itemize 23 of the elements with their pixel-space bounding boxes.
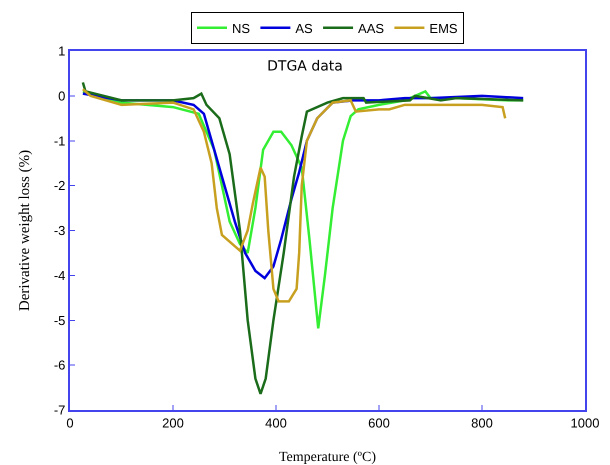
line-series bbox=[82, 88, 506, 303]
legend-label: EMS bbox=[429, 20, 458, 36]
y-tick-label: -1 bbox=[54, 133, 66, 148]
line-series bbox=[82, 81, 524, 396]
x-tick-label: 400 bbox=[265, 416, 287, 431]
legend-label: NS bbox=[232, 20, 250, 36]
y-tick-label: -6 bbox=[54, 358, 66, 373]
y-tick-label: -4 bbox=[54, 268, 66, 283]
y-tick-label: -2 bbox=[54, 178, 66, 194]
x-tick-label: 800 bbox=[471, 416, 493, 431]
legend-label: AAS bbox=[358, 20, 384, 36]
y-tick-label: 1 bbox=[58, 44, 66, 59]
y-tick-label: -7 bbox=[54, 402, 66, 418]
x-tick-label: 600 bbox=[368, 416, 390, 431]
x-tick-label: 1000 bbox=[570, 416, 600, 431]
text: DTGA data bbox=[267, 58, 343, 74]
y-tick-label: -5 bbox=[54, 312, 66, 328]
x-tick-label: 200 bbox=[162, 416, 184, 431]
x-axis-title: Temperature (ºC) bbox=[278, 450, 376, 465]
y-tick-label: -3 bbox=[54, 223, 66, 238]
y-axis-title: Derivative weight loss (%) bbox=[17, 150, 33, 312]
legend-label: AS bbox=[295, 20, 314, 36]
y-tick-label: 0 bbox=[58, 88, 66, 104]
